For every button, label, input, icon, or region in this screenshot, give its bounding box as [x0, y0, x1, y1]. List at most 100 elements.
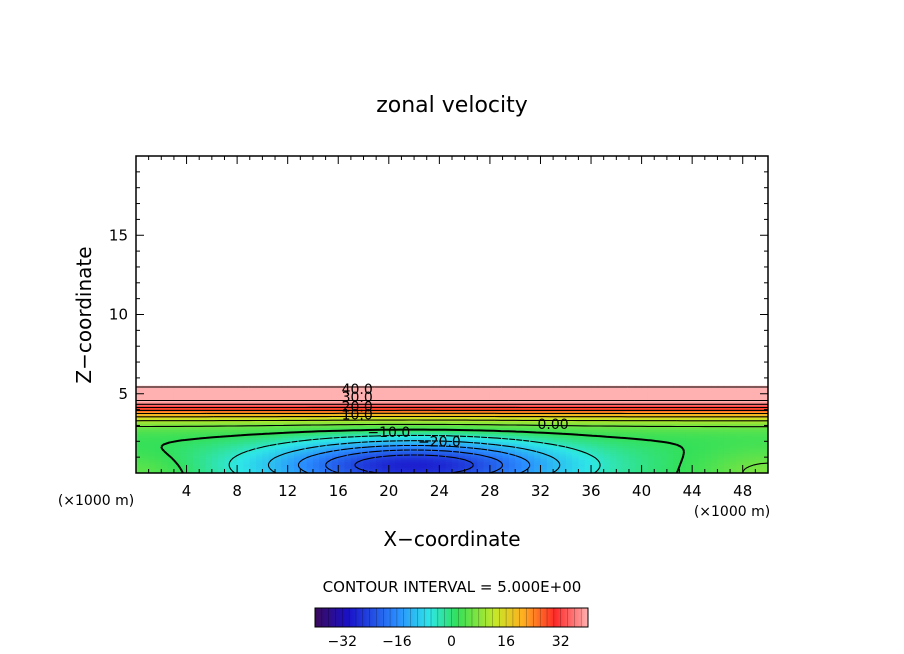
heat-cell — [616, 407, 624, 411]
heat-cell — [199, 457, 207, 460]
heat-cell — [369, 389, 377, 393]
heat-cell — [312, 443, 320, 446]
heat-cell — [230, 465, 238, 468]
heat-cell — [243, 439, 251, 442]
heat-cell — [496, 453, 504, 456]
heat-cell — [344, 425, 352, 429]
heat-cell — [186, 411, 194, 415]
heat-cell — [477, 419, 485, 423]
heat-cell — [325, 403, 333, 407]
heat-cell — [527, 461, 535, 464]
heat-cell — [325, 463, 333, 466]
heat-cell — [559, 459, 567, 462]
heat-cell — [628, 397, 636, 401]
heat-cell — [199, 421, 207, 425]
heat-cell — [742, 455, 750, 458]
contour-interval-text: CONTOUR INTERVAL = 5.000E+00 — [323, 578, 582, 596]
heat-cell — [344, 397, 352, 401]
heat-cell — [464, 465, 472, 468]
heat-cell — [294, 425, 301, 429]
heat-cell — [376, 419, 384, 423]
heat-cell — [452, 441, 459, 444]
heat-cell — [553, 447, 561, 450]
heat-cell — [578, 451, 586, 454]
heat-cell — [628, 445, 636, 448]
heat-cell — [281, 387, 289, 391]
heat-cell — [565, 413, 573, 417]
heat-cell — [742, 461, 750, 464]
heat-cell — [521, 413, 529, 417]
heat-cell — [338, 465, 346, 468]
heat-cell — [243, 445, 251, 448]
heat-cell — [344, 431, 352, 434]
heat-cell — [331, 393, 339, 397]
heat-cell — [572, 395, 579, 399]
heat-cell — [452, 449, 459, 452]
heat-cell — [148, 411, 156, 415]
heat-cell — [673, 427, 681, 431]
heat-cell — [521, 391, 529, 395]
heat-cell — [338, 395, 346, 399]
heat-cell — [565, 405, 573, 409]
heat-cell — [610, 465, 617, 468]
heat-cell — [161, 417, 169, 421]
heat-cell — [572, 423, 579, 427]
heat-cell — [357, 419, 365, 423]
heat-cell — [597, 441, 605, 444]
heat-cell — [331, 439, 339, 442]
heat-cell — [224, 427, 232, 431]
heat-cell — [508, 427, 516, 431]
heat-cell — [199, 433, 207, 436]
heat-cell — [205, 455, 213, 458]
heat-cell — [154, 447, 162, 450]
heat-cell — [534, 427, 542, 431]
heat-cell — [136, 455, 143, 458]
heat-cell — [294, 387, 301, 391]
heat-cell — [376, 463, 384, 466]
heat-cell — [458, 449, 466, 452]
heat-cell — [148, 457, 156, 460]
heat-cell — [597, 469, 605, 472]
heat-cell — [470, 419, 478, 423]
heat-cell — [464, 467, 472, 470]
heat-cell — [622, 395, 630, 399]
heat-cell — [616, 441, 624, 444]
heat-cell — [350, 393, 358, 397]
heat-cell — [527, 389, 535, 393]
heat-cell — [704, 389, 712, 393]
heat-cell — [578, 387, 586, 391]
heat-cell — [414, 471, 421, 473]
heat-cell — [692, 401, 700, 405]
heat-cell — [673, 451, 681, 454]
heat-cell — [534, 469, 542, 472]
heat-cell — [237, 393, 245, 397]
heat-cell — [445, 451, 453, 454]
colorbar-tick-label: −16 — [382, 634, 412, 650]
heat-cell — [470, 397, 478, 401]
heat-cell — [243, 471, 251, 473]
heat-cell — [249, 413, 257, 417]
heat-cell — [616, 445, 624, 448]
heat-cell — [496, 455, 504, 458]
heat-cell — [224, 397, 232, 401]
heat-cell — [426, 425, 434, 429]
heat-cell — [508, 433, 516, 436]
heat-cell — [243, 407, 251, 411]
heat-cell — [584, 457, 592, 460]
heat-cell — [496, 387, 504, 391]
heat-cell — [230, 387, 238, 391]
heat-cell — [641, 391, 649, 395]
heat-cell — [281, 407, 289, 411]
heat-cell — [256, 393, 263, 397]
heat-cell — [470, 395, 478, 399]
heat-cell — [470, 403, 478, 407]
heat-cell — [553, 421, 561, 425]
heat-cell — [369, 443, 377, 446]
heat-cell — [698, 405, 706, 409]
heat-cell — [565, 437, 573, 440]
heat-cell — [382, 439, 390, 442]
contour-label: 10.0 — [342, 407, 373, 423]
heat-cell — [654, 435, 662, 438]
heat-cell — [325, 421, 333, 425]
heat-cell — [218, 467, 226, 470]
